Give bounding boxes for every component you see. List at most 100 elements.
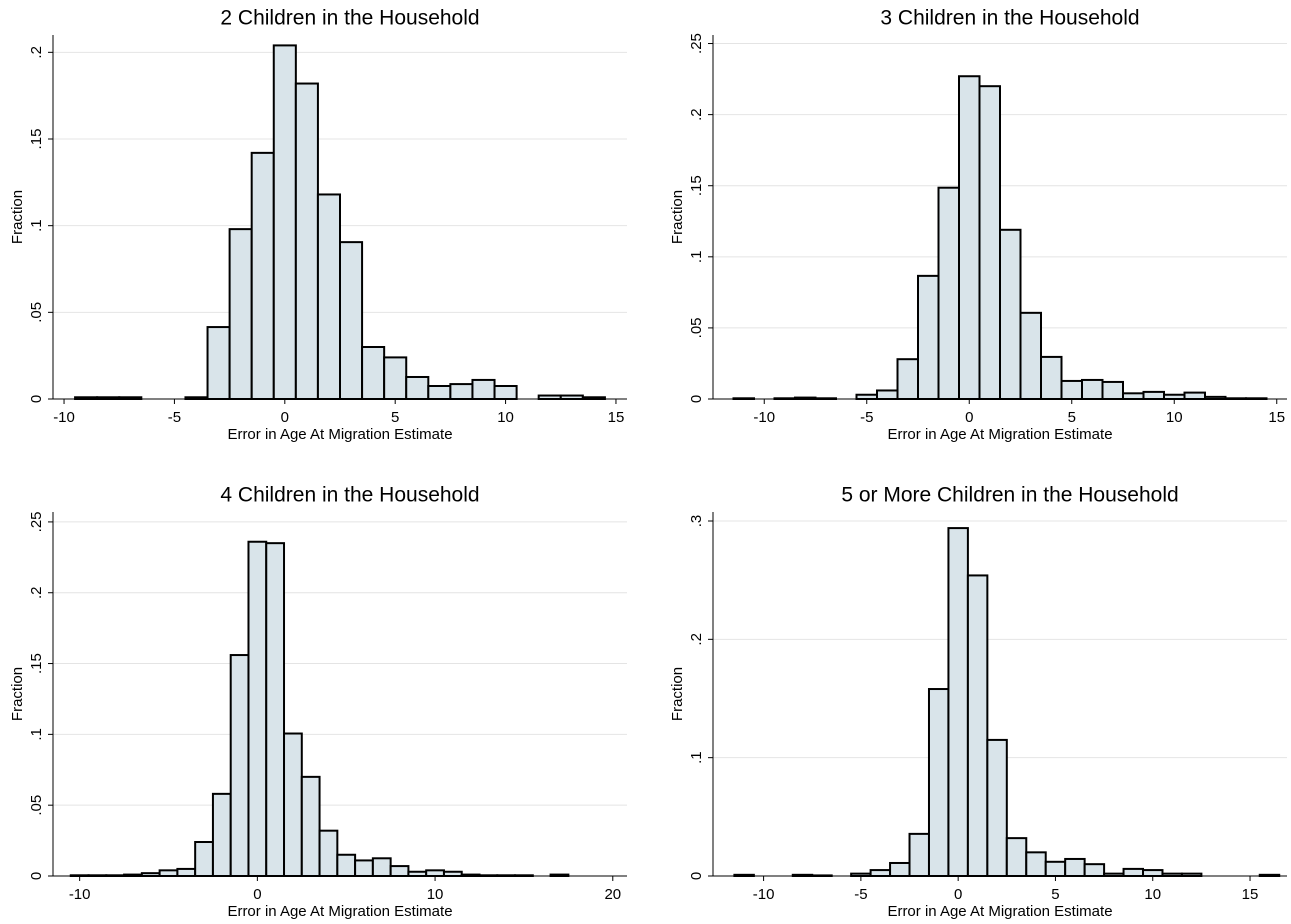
x-axis-label: Error in Age At Migration Estimate (227, 426, 452, 443)
histogram-bar (316, 193, 341, 400)
histogram-bar (869, 869, 892, 877)
panel-title: 5 or More Children in the Household (841, 484, 1178, 507)
histogram-bar (1183, 391, 1206, 400)
histogram-bar (1142, 390, 1165, 400)
panel-title: 4 Children in the Household (220, 484, 479, 507)
y-tick-label: .1 (688, 751, 705, 764)
y-axis-label: Fraction (669, 667, 686, 721)
histogram-bar (917, 274, 940, 401)
x-tick-label: -10 (753, 886, 775, 903)
histogram-bar (1122, 392, 1145, 400)
x-tick-label: -10 (753, 409, 775, 426)
histogram-bar (206, 326, 231, 401)
y-tick-label: 0 (688, 872, 705, 880)
histogram-bar (1163, 393, 1186, 400)
histogram-bar (855, 393, 878, 400)
y-axis-label: Fraction (669, 190, 686, 244)
histogram-bar (1081, 378, 1104, 400)
y-tick-label: .1 (28, 219, 45, 232)
y-tick-label: .3 (688, 515, 705, 528)
y-axis-label: Fraction (9, 667, 26, 721)
histogram-bar (1142, 869, 1164, 877)
histogram-bar (1044, 860, 1067, 878)
x-tick-label: 15 (1268, 409, 1285, 426)
histogram-bar (272, 44, 297, 401)
histogram-bar (1060, 379, 1083, 401)
histogram-bar (194, 841, 214, 877)
histogram-bar (158, 869, 179, 877)
histogram-bar (986, 738, 1008, 878)
x-tick-label: 10 (1144, 886, 1161, 903)
histogram-bar (937, 186, 960, 400)
y-tick-label: 0 (688, 395, 705, 403)
histogram-bar (294, 82, 319, 401)
y-tick-label: .1 (688, 251, 705, 264)
x-tick-label: -10 (53, 409, 75, 426)
y-tick-label: .2 (28, 586, 45, 599)
panel: 3 Children in the Household 0 .05 .1 .15 .2 .2… (669, 7, 1287, 443)
panel: 2 Children in the Household 0 .05 .1 .15 .2 -1… (9, 7, 627, 443)
y-axis-label: Fraction (9, 190, 26, 244)
histogram-bar (947, 527, 969, 877)
y-tick-label: .1 (28, 728, 45, 741)
histogram-bar (927, 688, 950, 877)
x-axis-label: Error in Age At Migration Estimate (887, 903, 1112, 920)
x-tick-label: 0 (281, 409, 289, 426)
histogram-bar (405, 375, 430, 400)
histogram-bar (559, 394, 584, 400)
histogram-bar (250, 151, 275, 400)
x-tick-label: 5 (391, 409, 399, 426)
y-tick-label: .05 (688, 317, 705, 338)
y-tick-label: .2 (688, 633, 705, 646)
x-tick-label: -5 (168, 409, 181, 426)
x-tick-label: 0 (954, 886, 962, 903)
histogram-bar (354, 859, 374, 877)
histogram-bar (425, 869, 445, 877)
histogram-bar (211, 792, 232, 877)
histogram-bar (889, 861, 911, 877)
histogram-bar (229, 654, 250, 877)
histogram-bar (318, 829, 339, 877)
histogram-bar (339, 241, 364, 400)
x-tick-label: -5 (854, 886, 867, 903)
y-tick-label: .15 (28, 129, 45, 150)
panel-title: 3 Children in the Household (880, 7, 1139, 30)
histogram-bar (537, 394, 562, 400)
x-tick-label: 0 (965, 409, 973, 426)
histogram-bar (896, 358, 919, 400)
y-tick-label: .2 (688, 108, 705, 121)
x-tick-label: 0 (253, 886, 261, 903)
histogram-bar (371, 857, 392, 877)
histogram-bar (300, 775, 321, 877)
x-tick-label: -5 (860, 409, 873, 426)
x-tick-label: -10 (69, 886, 91, 903)
histogram-bar (228, 228, 253, 400)
x-tick-label: 10 (1166, 409, 1183, 426)
histogram-bar (908, 832, 930, 877)
histogram-bar (176, 867, 197, 877)
x-tick-label: 10 (497, 409, 514, 426)
histogram-bar (1101, 380, 1124, 400)
x-tick-label: 15 (608, 409, 625, 426)
histogram-bar (999, 228, 1022, 400)
panel-title: 2 Children in the Household (220, 7, 479, 30)
histogram-bar (1019, 311, 1042, 401)
histogram-bar (383, 356, 408, 400)
x-tick-label: 5 (1051, 886, 1059, 903)
histogram-bar (978, 85, 1001, 400)
y-tick-label: .05 (28, 795, 45, 816)
histogram-bar (966, 574, 989, 877)
y-tick-label: .25 (28, 511, 45, 532)
y-tick-label: 0 (28, 395, 45, 403)
y-tick-label: .15 (688, 175, 705, 196)
histogram-bar (1064, 857, 1086, 877)
histogram-bar (449, 383, 474, 400)
histogram-bar (283, 732, 303, 877)
y-tick-label: 0 (28, 872, 45, 880)
histogram-bar (265, 542, 286, 877)
x-tick-label: 20 (604, 886, 621, 903)
histogram-bar (427, 385, 452, 400)
histogram-bar (389, 865, 410, 877)
histogram-bar (471, 378, 496, 400)
